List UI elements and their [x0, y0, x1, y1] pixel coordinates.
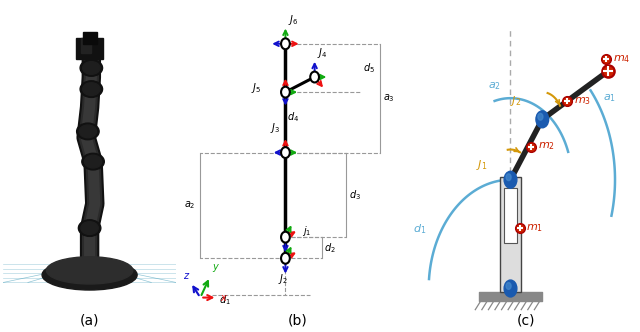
Bar	[83, 32, 97, 44]
Text: $J_6$: $J_6$	[288, 13, 298, 27]
Circle shape	[506, 283, 511, 290]
Text: $d_3$: $d_3$	[349, 188, 360, 202]
Circle shape	[504, 280, 517, 297]
Text: $J_1$: $J_1$	[476, 158, 488, 172]
Text: $a_2$: $a_2$	[184, 200, 195, 211]
Ellipse shape	[82, 153, 104, 170]
Bar	[500, 177, 521, 291]
Text: $d_4$: $d_4$	[287, 110, 299, 124]
Ellipse shape	[84, 155, 102, 168]
Circle shape	[281, 147, 290, 158]
Text: $a_3$: $a_3$	[383, 92, 394, 104]
Text: $m_3$: $m_3$	[574, 95, 591, 107]
Text: $J_2$: $J_2$	[278, 273, 288, 287]
Text: $z$: $z$	[183, 272, 191, 282]
Bar	[76, 38, 104, 59]
Text: $J_4$: $J_4$	[317, 46, 328, 60]
Ellipse shape	[79, 125, 97, 138]
Text: (a): (a)	[80, 314, 99, 328]
Text: $m_1$: $m_1$	[526, 222, 543, 234]
Ellipse shape	[78, 220, 101, 236]
Bar	[504, 188, 516, 243]
Text: $x$: $x$	[220, 292, 228, 302]
Text: $m_2$: $m_2$	[538, 141, 555, 152]
Circle shape	[281, 232, 290, 243]
Text: $y$: $y$	[212, 262, 221, 274]
Ellipse shape	[83, 62, 100, 74]
Text: $j_1$: $j_1$	[303, 224, 312, 238]
Text: $d_2$: $d_2$	[324, 241, 336, 255]
Text: $J_5$: $J_5$	[252, 81, 262, 95]
Circle shape	[281, 39, 290, 49]
Text: $a_2$: $a_2$	[488, 80, 501, 92]
Ellipse shape	[80, 81, 102, 97]
Bar	[81, 38, 92, 53]
Text: (b): (b)	[288, 314, 307, 328]
Circle shape	[504, 171, 517, 188]
Text: $m_4$: $m_4$	[612, 53, 630, 65]
Text: $d_1$: $d_1$	[413, 222, 426, 236]
Text: $d_5$: $d_5$	[364, 61, 375, 75]
Ellipse shape	[83, 83, 100, 96]
Ellipse shape	[42, 260, 137, 290]
Text: $J_3$: $J_3$	[270, 122, 280, 135]
Text: (c): (c)	[517, 314, 536, 328]
Circle shape	[536, 111, 548, 128]
Ellipse shape	[80, 60, 102, 76]
Ellipse shape	[81, 222, 99, 234]
Text: $d_1$: $d_1$	[219, 293, 230, 307]
Text: $a_1$: $a_1$	[604, 92, 616, 104]
Ellipse shape	[77, 123, 99, 140]
Text: $J_2$: $J_2$	[511, 94, 522, 108]
Ellipse shape	[47, 257, 133, 284]
Circle shape	[506, 174, 511, 181]
Circle shape	[310, 72, 319, 82]
Circle shape	[281, 87, 290, 98]
Circle shape	[281, 253, 290, 264]
Circle shape	[538, 114, 543, 120]
